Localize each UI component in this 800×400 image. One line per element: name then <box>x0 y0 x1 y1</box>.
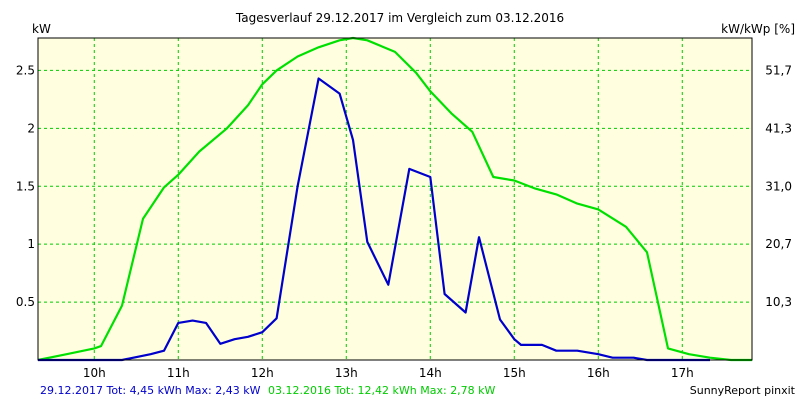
x-tick-label: 17h <box>671 366 694 380</box>
x-tick-label: 13h <box>335 366 358 380</box>
x-tick-label: 12h <box>251 366 274 380</box>
y-tick-label-right: 20,7 <box>765 237 792 251</box>
plot-area <box>38 38 752 360</box>
y-tick-label-left: 0.5 <box>16 295 35 309</box>
x-tick-label: 10h <box>83 366 106 380</box>
series-line-green <box>37 36 752 362</box>
footer-credit: SunnyReport pinxit <box>690 384 796 397</box>
x-tick-label: 16h <box>587 366 610 380</box>
y-axis-label-right: kW/kWp [%] <box>721 22 795 36</box>
y-tick-label-left: 1 <box>27 237 35 251</box>
y-axis-label-left: kW <box>32 22 51 36</box>
footer-blue-summary: 29.12.2017 Tot: 4,45 kWh Max: 2,43 kW <box>40 384 261 397</box>
y-tick-label-left: 2 <box>27 121 35 135</box>
svg-text:29.12.2017 Tot: 4,45 kWh Max:: 29.12.2017 Tot: 4,45 kWh Max: 2,43 kW 03… <box>40 384 496 397</box>
series-line-blue <box>38 77 710 362</box>
y-tick-label-right: 41,3 <box>765 121 792 135</box>
y-tick-label-left: 1.5 <box>16 179 35 193</box>
y-tick-label-right: 31,0 <box>765 179 792 193</box>
x-tick-label: 14h <box>419 366 442 380</box>
footer-green-summary: 03.12.2016 Tot: 12,42 kWh Max: 2,78 kW <box>268 384 496 397</box>
tick-layer: 10h 11h 12h 13h 14h 15h 16h 17h 0.5 10,3 1 20,7 1.5 3… <box>16 63 792 380</box>
x-tick-label: 11h <box>167 366 190 380</box>
series-layer <box>37 36 752 362</box>
y-tick-label-right: 10,3 <box>765 295 792 309</box>
chart-title: Tagesverlauf 29.12.2017 im Vergleich zum… <box>235 11 564 25</box>
y-tick-label-left: 2.5 <box>16 63 35 77</box>
y-tick-label-right: 51,7 <box>765 63 792 77</box>
plot-border <box>37 37 753 361</box>
x-tick-label: 15h <box>503 366 526 380</box>
